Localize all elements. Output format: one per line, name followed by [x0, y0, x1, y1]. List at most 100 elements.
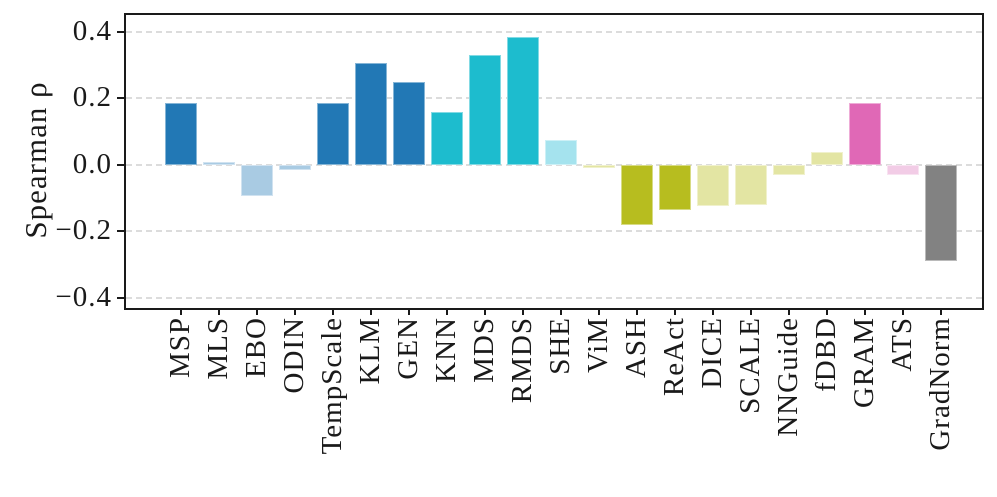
bar-gen [393, 81, 425, 165]
x-tick-label-text: ViM [582, 317, 614, 374]
bar-klm [355, 63, 387, 165]
y-tick-label-0.0: 0.0 [72, 147, 112, 180]
bar-gram [849, 103, 881, 165]
x-tick-mark [750, 308, 752, 315]
x-tick-label-nnguide: NNGuide [772, 317, 804, 442]
x-tick-label-vim: ViM [582, 317, 614, 378]
x-tick-label-gradnorm: GradNorm [924, 317, 956, 456]
y-tick-mark [117, 230, 124, 233]
x-tick-mark [826, 308, 828, 315]
x-tick-label-mls: MLS [202, 317, 234, 385]
x-tick-label-ebo: EBO [240, 317, 272, 383]
bar-vim [583, 164, 615, 169]
bar-scale [735, 164, 767, 205]
gridline-y-0.0 [126, 163, 982, 166]
x-tick-label-ats: ATS [886, 317, 918, 377]
bar-gradnorm [925, 164, 957, 262]
y-tick-label-0.4: 0.4 [72, 14, 112, 47]
x-tick-label-react: ReAct [658, 317, 690, 401]
x-tick-label-text: SCALE [734, 317, 766, 414]
y-tick-mark [117, 297, 124, 299]
x-tick-mark [560, 308, 562, 315]
x-tick-label-text: GEN [392, 317, 424, 380]
x-tick-mark [484, 308, 486, 315]
bar-mls [203, 161, 235, 165]
x-tick-mark [674, 308, 676, 315]
x-tick-label-text: ASH [620, 317, 652, 379]
x-tick-mark [180, 308, 182, 315]
x-tick-label-text: ATS [886, 317, 918, 372]
x-tick-label-text: MDS [468, 317, 500, 383]
y-tick-mark [117, 163, 124, 166]
x-tick-mark [332, 308, 334, 315]
gridline-y-−0.2 [126, 230, 982, 233]
y-tick-label-0.2: 0.2 [72, 81, 112, 114]
bar-fdbd [811, 151, 843, 165]
x-tick-label-text: GradNorm [924, 317, 956, 451]
x-tick-label-text: RMDS [506, 317, 538, 404]
x-tick-label-text: DICE [696, 317, 728, 389]
bar-ats [887, 164, 919, 175]
bar-odin [279, 164, 311, 170]
x-tick-label-text: KNN [430, 317, 462, 383]
x-tick-label-ash: ASH [620, 317, 652, 383]
x-tick-label-text: EBO [240, 317, 272, 378]
x-tick-mark [370, 308, 372, 315]
x-tick-mark [218, 308, 220, 315]
x-tick-label-text: NNGuide [772, 317, 804, 437]
y-tick-label-−0.4: −0.4 [55, 281, 112, 313]
x-tick-mark [446, 308, 448, 315]
x-tick-mark [294, 308, 296, 315]
x-tick-label-klm: KLM [354, 317, 386, 389]
x-tick-mark [788, 308, 790, 315]
bar-react [659, 164, 691, 210]
gridline-y-−0.4 [126, 297, 982, 299]
x-tick-mark [408, 308, 410, 315]
bar-dice [697, 164, 729, 207]
x-tick-label-text: MSP [164, 317, 196, 379]
x-tick-label-gen: GEN [392, 317, 424, 385]
x-tick-label-text: ODIN [278, 317, 310, 394]
x-tick-label-odin: ODIN [278, 317, 310, 399]
x-tick-mark [256, 308, 258, 315]
x-tick-label-dice: DICE [696, 317, 728, 394]
x-tick-mark [522, 308, 524, 315]
bar-msp [165, 103, 197, 165]
bar-ebo [241, 164, 273, 197]
x-tick-mark [598, 308, 600, 315]
x-tick-label-text: SHE [544, 317, 576, 375]
x-tick-label-gram: GRAM [848, 317, 880, 413]
bar-mds [469, 54, 501, 165]
y-tick-label-−0.2: −0.2 [55, 214, 112, 247]
x-tick-label-scale: SCALE [734, 317, 766, 419]
x-tick-label-text: ReAct [658, 317, 690, 397]
bar-knn [431, 111, 463, 165]
bar-she [545, 139, 577, 165]
x-tick-mark [902, 308, 904, 315]
y-tick-mark [117, 30, 124, 33]
gridline-y-0.4 [126, 30, 982, 33]
x-tick-mark [940, 308, 942, 315]
x-tick-label-knn: KNN [430, 317, 462, 388]
bar-rmds [507, 36, 539, 165]
x-tick-label-rmds: RMDS [506, 317, 538, 408]
x-tick-label-text: KLM [354, 317, 386, 385]
gridline-y-0.2 [126, 97, 982, 100]
x-tick-label-msp: MSP [164, 317, 196, 383]
x-tick-label-fdbd: fDBD [810, 317, 842, 397]
x-tick-label-text: fDBD [810, 317, 842, 392]
x-tick-label-tempscale: TempScale [316, 317, 348, 459]
x-tick-label-text: TempScale [316, 317, 348, 455]
y-tick-mark [117, 97, 124, 100]
x-tick-mark [636, 308, 638, 315]
bar-nnguide [773, 164, 805, 175]
x-tick-label-she: SHE [544, 317, 576, 380]
x-tick-label-text: MLS [202, 317, 234, 380]
x-tick-mark [712, 308, 714, 315]
x-tick-label-text: GRAM [848, 317, 880, 409]
bar-tempscale [317, 103, 349, 165]
bar-ash [621, 164, 653, 225]
x-tick-mark [864, 308, 866, 315]
x-tick-label-mds: MDS [468, 317, 500, 388]
